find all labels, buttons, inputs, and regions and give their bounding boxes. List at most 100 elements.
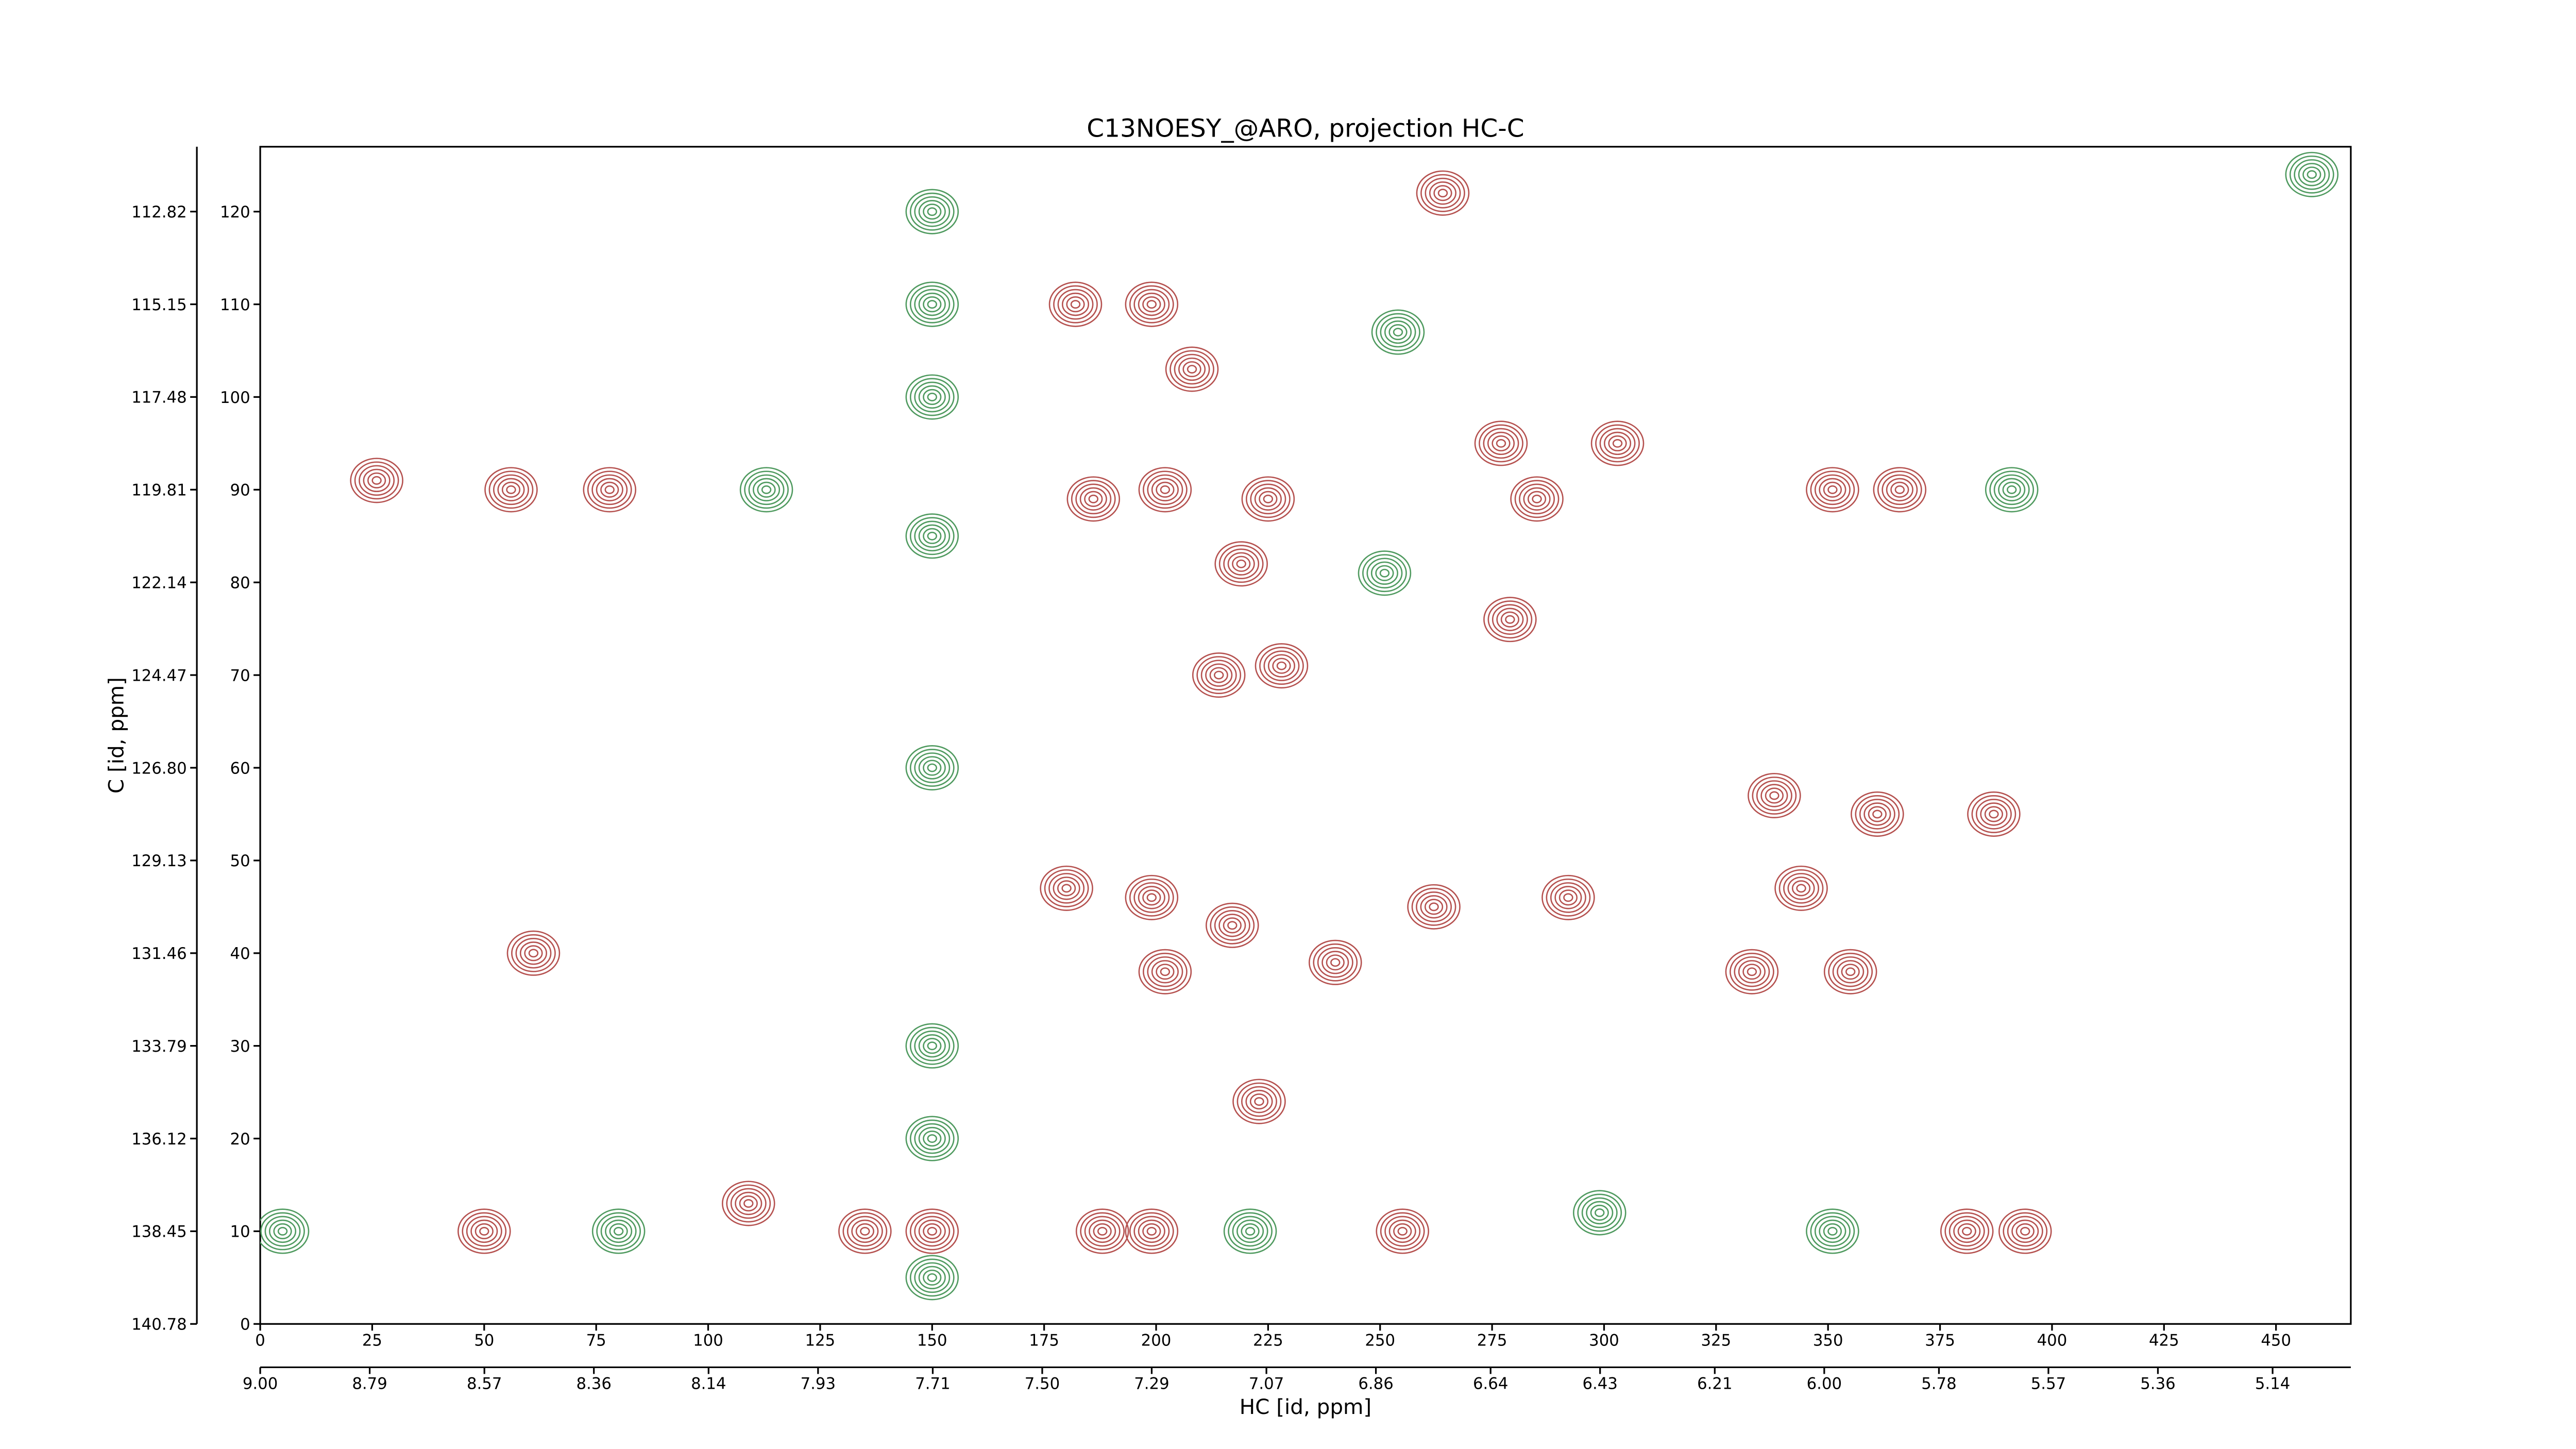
contour-ring [1393,1223,1412,1239]
contour-ring [1760,784,1788,807]
x2-tick-label: 8.14 [691,1375,726,1393]
contour-ring [1156,964,1175,980]
contour-ring [1384,1216,1421,1247]
contour-ring [1604,431,1632,456]
contour-ring [354,461,399,500]
peak [838,1208,892,1254]
contour-ring [1156,481,1175,498]
x2-tick-label: 8.57 [467,1375,502,1393]
contour-ring [726,1184,771,1223]
contour-ring [600,481,619,498]
contour-ring [1206,902,1259,948]
x2-tick-label: 6.00 [1807,1375,1842,1393]
y2-tick-label: 133.79 [131,1037,187,1056]
contour-ring [1143,952,1188,991]
peak [905,1255,959,1301]
contour-ring [918,385,946,409]
contour-ring [506,930,561,976]
contour-ring [1420,895,1448,919]
contour-ring [1841,964,1860,980]
contour-ring [909,749,955,787]
contour-ring [753,478,781,501]
contour-ring [1940,1208,1994,1254]
contour-ring [1223,548,1260,580]
contour-ring [1259,491,1278,507]
contour-ring [1326,954,1345,971]
chart-title: C13NOESY_@ARO, projection HC-C [1087,114,1524,143]
contour-ring [918,292,946,316]
contour-ring [596,478,623,501]
y-tick-label: 20 [230,1130,250,1149]
contour-ring [1263,650,1300,681]
contour-ring [914,1262,951,1293]
contour-ring [1590,420,1645,466]
contour-ring [1313,943,1358,982]
peak [1376,1208,1429,1254]
contour-ring [1192,652,1246,698]
contour-ring [1872,810,1883,819]
contour-ring [909,517,955,555]
contour-ring [1147,956,1183,987]
contour-ring [1061,884,1072,893]
contour-ring [1079,487,1107,511]
x2-tick-label: 7.71 [915,1375,950,1393]
contour-ring [1267,654,1295,678]
contour-ring [927,300,937,309]
contour-ring [470,1219,498,1243]
contour-ring [1985,467,2039,513]
contour-ring [927,1041,937,1051]
x-tick-label: 450 [2261,1331,2291,1350]
peak [1075,1208,1129,1254]
contour-ring [1407,884,1461,930]
contour-ring [1209,667,1228,683]
contour-ring [735,1191,762,1216]
x-tick-label: 175 [1029,1331,1059,1350]
contour-ring [1483,597,1537,643]
contour-ring [1080,1212,1125,1251]
contour-ring [1541,874,1595,920]
contour-ring [1752,777,1797,815]
x2-tick-label: 6.21 [1697,1375,1732,1393]
contour-ring [1998,1208,2052,1254]
contour-ring [923,296,942,313]
contour-ring [927,207,937,216]
x-tick-label: 200 [1141,1331,1172,1350]
contour-ring [1550,882,1586,913]
contour-ring [1250,483,1286,515]
contour-ring [739,1195,758,1211]
contour-ring [1276,661,1287,670]
contour-ring [909,1119,955,1158]
contour-ring [363,468,391,492]
contour-ring [1129,1212,1174,1251]
contour-ring [1957,1223,1976,1239]
x2-tick-label: 7.07 [1249,1375,1284,1393]
contour-ring [1384,320,1412,344]
peak [2285,151,2339,197]
contour-ring [1823,481,1842,498]
contour-ring [1223,917,1242,934]
contour-ring [1546,878,1591,917]
contour-ring [587,470,632,509]
y2-tick-label: 124.47 [131,666,187,685]
y-tick-label: 120 [220,203,250,222]
contour-ring [1255,643,1309,689]
contour-ring [1420,174,1465,212]
peak [583,467,637,513]
contour-ring [1241,1086,1277,1117]
contour-ring [1151,960,1179,984]
contour-ring [1263,494,1274,503]
x-tick-label: 275 [1477,1331,1507,1350]
contour-ring [1236,559,1246,568]
contour-ring [1823,1223,1842,1239]
peak [1125,874,1179,920]
x-tick-label: 150 [917,1331,947,1350]
contour-ring [1187,365,1197,374]
plot-frame [259,146,2352,1325]
x2-tick-label: 7.29 [1134,1375,1169,1393]
x2-tick-label: 5.14 [2255,1375,2290,1393]
contour-ring [1330,958,1341,967]
contour-ring [914,1030,951,1062]
contour-ring [2002,481,2021,498]
peak [1206,902,1259,948]
